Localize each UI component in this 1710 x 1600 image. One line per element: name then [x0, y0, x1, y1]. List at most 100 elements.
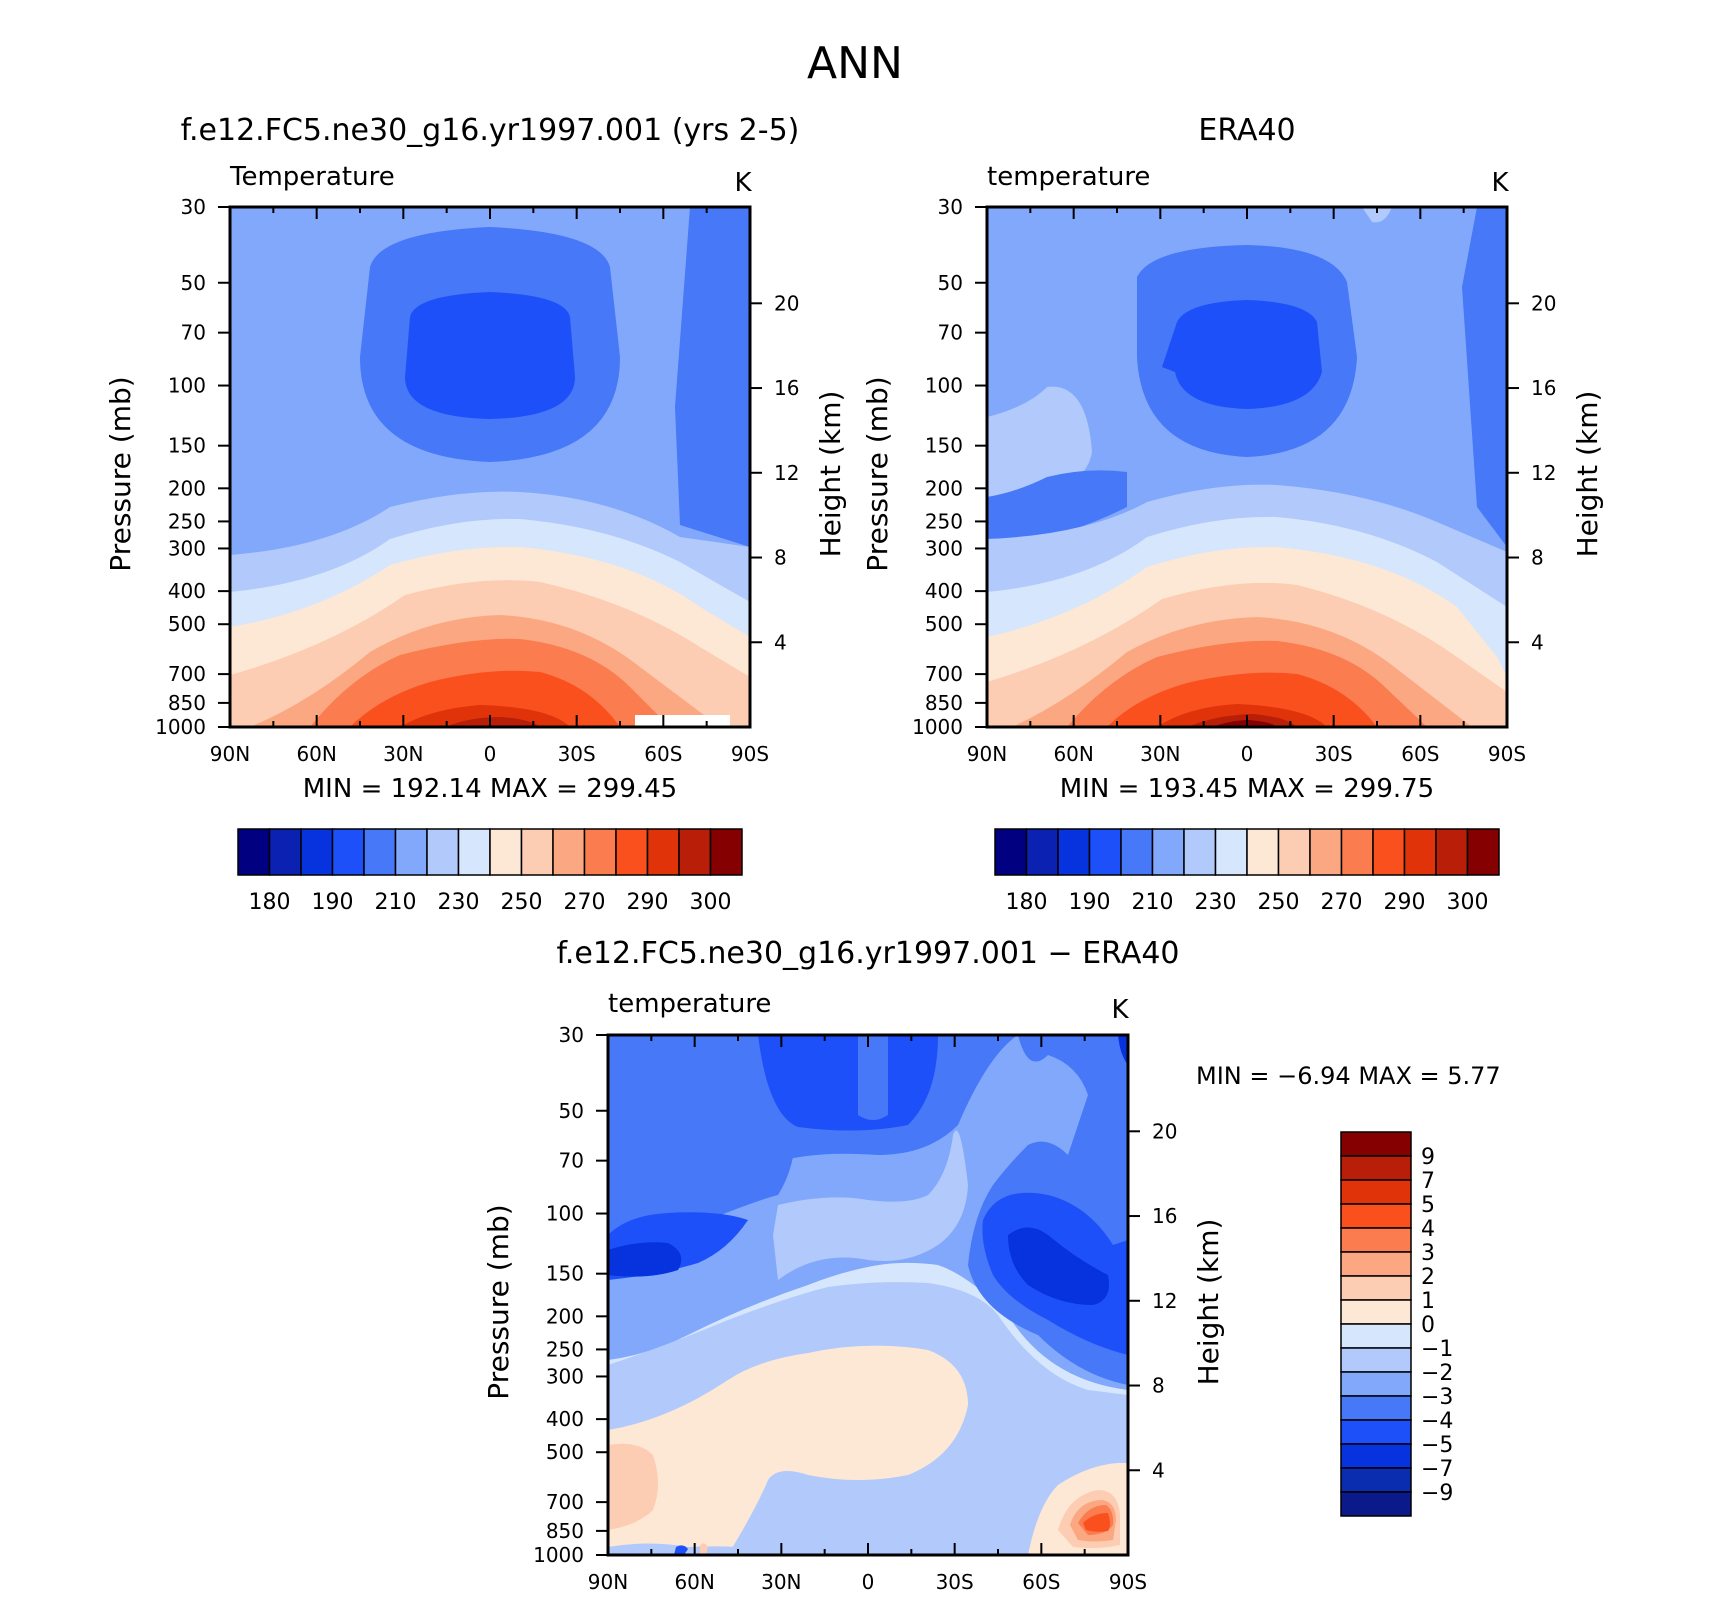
- panel-difference: f.e12.FC5.ne30_g16.yr1997.001 − ERA40 te…: [482, 936, 1501, 1594]
- colorbar: 180 190 210 230 250 270 290 300: [994, 828, 1500, 915]
- y-tick-label: 100: [925, 374, 963, 398]
- y2-axis-title: Height (km): [1192, 1219, 1225, 1386]
- y-axis-title: Pressure (mb): [482, 1204, 515, 1399]
- field-label: Temperature: [229, 162, 395, 192]
- contour-band: [608, 1345, 968, 1555]
- colorbar-label: 9: [1421, 1145, 1435, 1170]
- y-tick-label: 400: [168, 579, 206, 603]
- contour-band: [1162, 300, 1322, 409]
- panel-model: f.e12.FC5.ne30_g16.yr1997.001 (yrs 2-5) …: [104, 113, 847, 915]
- colorbar-swatch: [1340, 1443, 1412, 1469]
- y-tick-label: 200: [925, 476, 963, 500]
- contour-band: [700, 1543, 708, 1555]
- colorbar-swatch: [1340, 1347, 1412, 1373]
- contour-band: [1083, 1513, 1110, 1532]
- field-label: temperature: [608, 989, 771, 1019]
- colorbar-label: 0: [1421, 1313, 1435, 1338]
- y2-axis-title: Height (km): [1571, 391, 1604, 558]
- contour-band: [773, 1130, 968, 1280]
- colorbar-label: −9: [1421, 1481, 1453, 1506]
- x-tick-label: 30N: [1140, 742, 1180, 766]
- y-tick-label: 50: [938, 271, 963, 295]
- contour-band: [1362, 207, 1392, 223]
- contour-band: [987, 470, 1127, 539]
- y2-tick-label: 8: [1152, 1374, 1165, 1398]
- stats-label: MIN = 192.14 MAX = 299.45: [303, 774, 677, 804]
- colorbar-swatch: [1340, 1155, 1412, 1181]
- x-tick-label: 90S: [1488, 742, 1526, 766]
- units-label: K: [1491, 168, 1509, 198]
- y-tick-label: 250: [168, 509, 206, 533]
- x-tick-label: 30S: [936, 1570, 974, 1594]
- colorbar-swatch: [1340, 1491, 1412, 1517]
- y2-tick-label: 8: [774, 546, 787, 570]
- colorbar-label: 2: [1421, 1265, 1435, 1290]
- colorbar-label: 4: [1421, 1217, 1435, 1242]
- y-tick-label: 70: [181, 321, 206, 345]
- colorbar-swatch: [646, 828, 680, 876]
- colorbar-swatch: [583, 828, 617, 876]
- stats-label: MIN = −6.94 MAX = 5.77: [1196, 1062, 1501, 1090]
- colorbar-swatch: [1340, 1251, 1412, 1277]
- colorbar-label: 250: [501, 890, 543, 915]
- colorbar-swatch: [1435, 828, 1469, 876]
- colorbar-label: 300: [1447, 890, 1489, 915]
- colorbar-label: −7: [1421, 1457, 1453, 1482]
- colorbar-swatch: [331, 828, 365, 876]
- x-tick-label: 30N: [383, 742, 423, 766]
- x-tick-label: 60S: [644, 742, 682, 766]
- colorbar-swatch: [709, 828, 743, 876]
- y-tick-label: 100: [168, 374, 206, 398]
- x-tick-label: 60S: [1401, 742, 1439, 766]
- y-tick-label: 70: [938, 321, 963, 345]
- y-tick-label: 30: [181, 195, 206, 219]
- colorbar-swatch: [1057, 828, 1091, 876]
- contour-field: [230, 207, 750, 727]
- colorbar-swatch: [1340, 1395, 1412, 1421]
- y-tick-label: 150: [925, 434, 963, 458]
- y-tick-label: 1000: [533, 1543, 584, 1567]
- colorbar-label: 270: [1321, 890, 1363, 915]
- y2-tick-label: 16: [1152, 1204, 1177, 1228]
- y2-tick-label: 20: [774, 291, 799, 315]
- colorbar-label: 250: [1258, 890, 1300, 915]
- colorbar-label: 1: [1421, 1289, 1435, 1314]
- colorbar-swatch: [552, 828, 586, 876]
- x-tick-label: 60N: [1053, 742, 1093, 766]
- y-tick-label: 1000: [912, 715, 963, 739]
- colorbar-swatch: [1025, 828, 1059, 876]
- colorbar-swatch: [1340, 1299, 1412, 1325]
- y-tick-label: 70: [559, 1149, 584, 1173]
- contour-field: [987, 207, 1507, 727]
- colorbar-swatch: [489, 828, 523, 876]
- plot-frame: 90N 60N 30N 0 30S 60S 90S 30 50 70 100 150 200 250 300…: [482, 1023, 1225, 1594]
- colorbar-label: 290: [627, 890, 669, 915]
- contour-band: [1008, 1227, 1109, 1305]
- colorbar-swatch: [1340, 1467, 1412, 1493]
- units-label: K: [1111, 995, 1129, 1025]
- x-tick-label: 90N: [967, 742, 1007, 766]
- y2-tick-label: 4: [1531, 630, 1544, 654]
- colorbar-label: 180: [1006, 890, 1048, 915]
- colorbar-label: 290: [1384, 890, 1426, 915]
- contour-fill: [608, 1035, 1128, 1555]
- y-tick-label: 500: [168, 612, 206, 636]
- stats-label: MIN = 193.45 MAX = 299.75: [1060, 774, 1434, 804]
- colorbar-swatch: [268, 828, 302, 876]
- colorbar-swatch: [1246, 828, 1280, 876]
- y2-tick-label: 12: [774, 461, 799, 485]
- y2-tick-label: 4: [774, 630, 787, 654]
- colorbar-label: −5: [1421, 1433, 1453, 1458]
- y2-axis-title: Height (km): [814, 391, 847, 558]
- y2-tick-label: 16: [1531, 376, 1556, 400]
- colorbar-swatch: [1120, 828, 1154, 876]
- x-tick-label: 0: [862, 1570, 875, 1594]
- contour-band: [608, 1242, 682, 1277]
- contour-band: [674, 1545, 688, 1555]
- x-tick-label: 90S: [1109, 1570, 1147, 1594]
- colorbar-label: 230: [1195, 890, 1237, 915]
- contour-band: [608, 1443, 658, 1530]
- colorbar-label: −2: [1421, 1361, 1453, 1386]
- colorbar-swatch: [520, 828, 554, 876]
- x-tick-label: 60N: [674, 1570, 714, 1594]
